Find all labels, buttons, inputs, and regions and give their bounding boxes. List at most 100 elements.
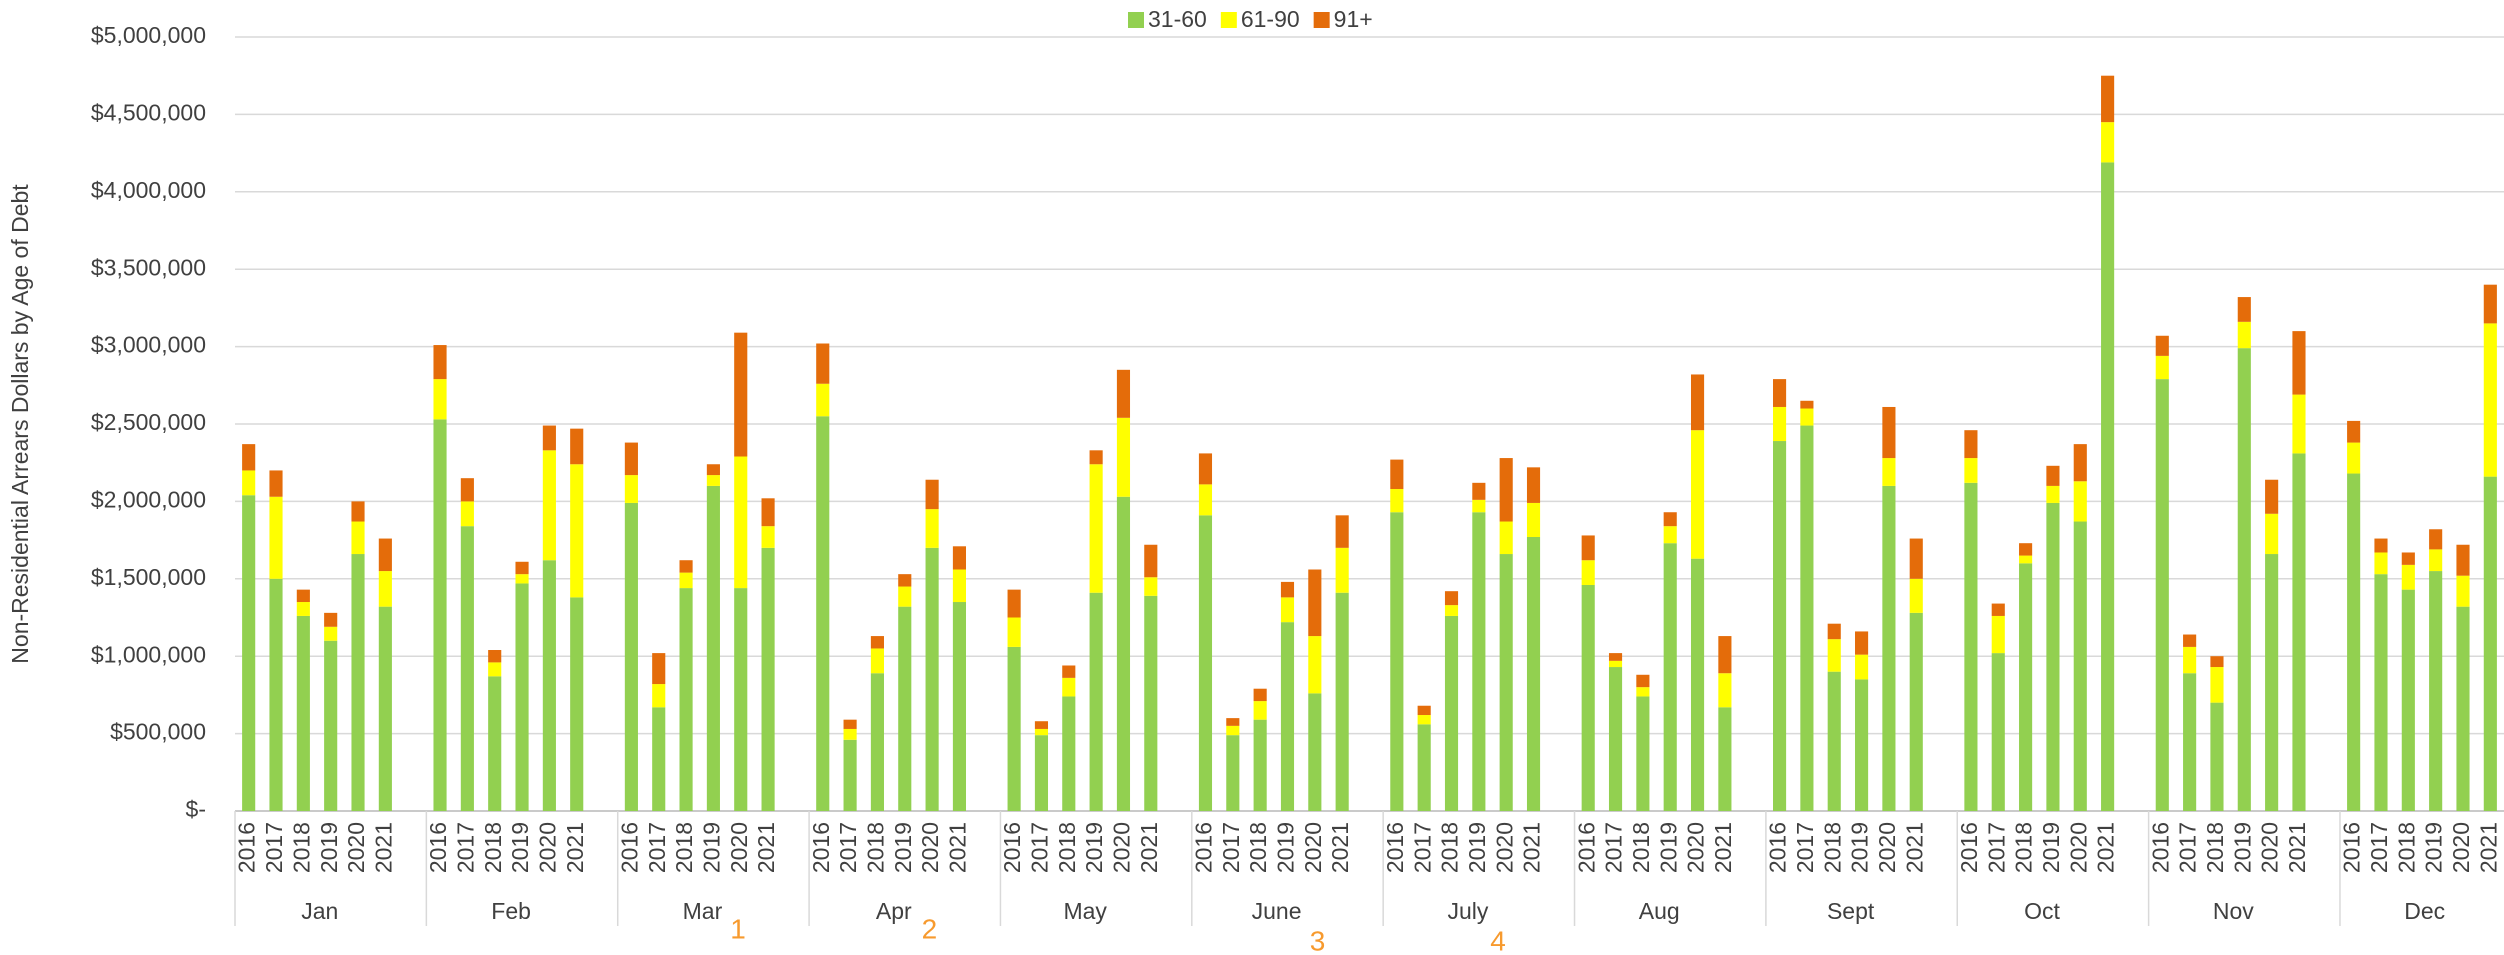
group-label: June [1252, 898, 1302, 924]
bar-segment [816, 343, 830, 384]
bar-segment [925, 547, 939, 811]
x-tick-label: 2018 [288, 822, 314, 873]
x-tick-label: 2017 [2175, 822, 2201, 873]
bar-segment [1499, 521, 1513, 555]
bar-segment [1663, 543, 1677, 811]
x-tick-label: 2018 [1245, 822, 1271, 873]
bar-segment [652, 653, 666, 685]
bar-segment [1390, 489, 1404, 513]
x-tick-label: 2017 [835, 822, 861, 873]
bar-segment [1144, 595, 1158, 811]
y-tick-label: $1,500,000 [91, 564, 206, 590]
bar-segment [1827, 639, 1841, 672]
bar-segment [2101, 75, 2115, 123]
x-tick-label: 2021 [562, 822, 588, 873]
bar-segment [2237, 297, 2251, 322]
bar-segment [542, 425, 556, 451]
bar-segment [269, 496, 283, 579]
bar-segment [378, 606, 392, 811]
bar-segment [242, 470, 256, 496]
bar-segment [843, 739, 857, 811]
x-tick-label: 2021 [1901, 822, 1927, 873]
group-label: Sept [1827, 898, 1875, 924]
bar-segment [1280, 581, 1295, 598]
bar-segment [1472, 482, 1486, 500]
bar-segment [1226, 725, 1240, 736]
bar-segment [1663, 526, 1677, 544]
bar-segment [1280, 622, 1295, 811]
bar-segment [1608, 660, 1623, 668]
bar-segment [2155, 355, 2169, 380]
bar-segment [1526, 537, 1541, 811]
bar-segment [378, 538, 392, 572]
bar-segment [1390, 512, 1404, 811]
x-tick-label: 2017 [1027, 822, 1053, 873]
bar-segment [1855, 654, 1869, 680]
x-tick-label: 2018 [1437, 822, 1463, 873]
bar-segment [1253, 719, 1267, 811]
bar-segment [2237, 348, 2251, 811]
annotation: 1 [730, 913, 746, 944]
bar-segment [2456, 575, 2470, 607]
x-tick-label: 2019 [1655, 822, 1681, 873]
x-tick-label: 2021 [1327, 822, 1353, 873]
bar-segment [433, 345, 447, 380]
bar-segment [2374, 552, 2388, 575]
bar-segment [269, 470, 283, 497]
bar-segment [1280, 597, 1295, 623]
bar-segment [1335, 515, 1349, 548]
bar-segment [1444, 605, 1459, 616]
bar-segment [1718, 636, 1732, 674]
bar-segment [870, 648, 884, 674]
x-tick-label: 2018 [1054, 822, 1080, 873]
bar-segment [570, 428, 584, 465]
y-tick-label: $5,000,000 [91, 22, 206, 48]
bar-segment [1964, 458, 1978, 483]
x-tick-label: 2020 [1491, 822, 1517, 873]
y-tick-label: $2,500,000 [91, 409, 206, 435]
x-tick-label: 2021 [370, 822, 396, 873]
bar-segment [542, 450, 556, 561]
x-tick-label: 2019 [507, 822, 533, 873]
bar-segment [2155, 379, 2169, 811]
bar-segment [1526, 467, 1541, 503]
bar-segment [1034, 721, 1049, 729]
bar-segment [1007, 589, 1021, 618]
bar-segment [734, 332, 748, 457]
bar-segment [1390, 459, 1404, 490]
bar-segment [296, 615, 310, 811]
x-tick-label: 2016 [1191, 822, 1217, 873]
x-tick-label: 2021 [1519, 822, 1545, 873]
group-label: Jan [301, 898, 338, 924]
x-tick-label: 2020 [343, 822, 369, 873]
bar-segment [925, 509, 939, 548]
bar-segment [433, 379, 447, 420]
bar-segment [1308, 569, 1322, 637]
bar-segment [1991, 615, 2005, 654]
x-tick-label: 2017 [1792, 822, 1818, 873]
bar-segment [1034, 728, 1049, 736]
legend-label: 31-60 [1148, 6, 1207, 32]
x-tick-label: 2018 [1819, 822, 1845, 873]
bar-segment [1636, 696, 1650, 811]
x-tick-label: 2016 [999, 822, 1025, 873]
x-tick-label: 2016 [2147, 822, 2173, 873]
bar-segment [542, 560, 556, 811]
x-tick-label: 2020 [534, 822, 560, 873]
bar-segment [2101, 122, 2115, 163]
x-tick-label: 2019 [2038, 822, 2064, 873]
bar-segment [1581, 535, 1595, 561]
bar-segment [1444, 591, 1459, 606]
bar-segment [2456, 544, 2470, 576]
bar-segment [2183, 646, 2197, 674]
bar-segment [1882, 485, 1896, 811]
bar-segment [460, 501, 474, 527]
bar-segment [2265, 513, 2279, 555]
bar-segment [1909, 578, 1923, 613]
bar-segment [761, 526, 775, 548]
bar-segment [2374, 574, 2388, 811]
bar-segment [1772, 406, 1787, 442]
bar-segment [2292, 394, 2306, 454]
bar-segment [1636, 674, 1650, 688]
x-tick-label: 2019 [2421, 822, 2447, 873]
